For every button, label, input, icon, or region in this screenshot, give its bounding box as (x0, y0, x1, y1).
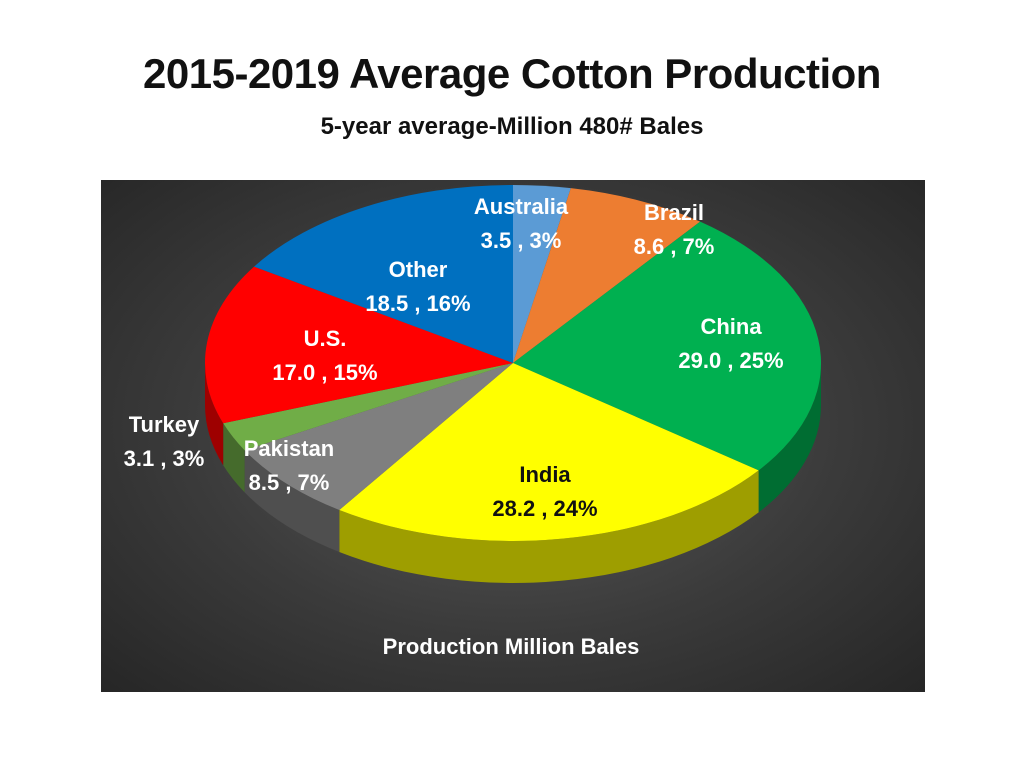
pie-slice-brazil (513, 188, 701, 363)
pie-chart: Australia 3.5 , 3% Brazil 8.6 , 7% China 29.0… (101, 180, 925, 692)
slide-title: 2015-2019 Average Cotton Production (143, 50, 881, 97)
slice-value-u-s: 17.0 , 15% (272, 360, 377, 385)
pie-slice-u-s (205, 266, 514, 424)
pie-slice-turkey (223, 363, 514, 451)
slice-value-australia: 3.5 , 3% (481, 228, 562, 253)
pie-tops (205, 185, 821, 541)
slice-value-china: 29.0 , 25% (678, 348, 783, 373)
pie-side-u-s (205, 363, 224, 466)
pie-sides (205, 363, 821, 583)
slice-value-turkey: 3.1 , 3% (124, 446, 205, 471)
slice-label-india: India (519, 462, 571, 487)
slice-label-pakistan: Pakistan (244, 436, 335, 461)
pie-side-turkey (223, 423, 245, 493)
slice-label-turkey: Turkey (129, 412, 200, 437)
pie-side-india (339, 470, 759, 583)
slide-subtitle: 5-year average-Million 480# Bales (320, 113, 704, 140)
pie-slice-india (339, 363, 759, 541)
slice-label-brazil: Brazil (644, 200, 704, 225)
slice-value-pakistan: 8.5 , 7% (249, 470, 330, 495)
slice-label-other: Other (389, 257, 448, 282)
pie-slice-australia (513, 185, 571, 363)
slice-value-other: 18.5 , 16% (365, 291, 470, 316)
pie-chart-svg: Australia 3.5 , 3% Brazil 8.6 , 7% China 29.0… (124, 185, 821, 659)
slice-label-australia: Australia (474, 194, 569, 219)
pie-side-pakistan (244, 450, 340, 552)
slice-label-china: China (700, 314, 762, 339)
slice-value-brazil: 8.6 , 7% (634, 234, 715, 259)
pie-slice-pakistan (244, 363, 513, 510)
pie-slice-china (513, 221, 821, 471)
pie-labels: Australia 3.5 , 3% Brazil 8.6 , 7% China 29.0… (124, 194, 784, 521)
chart-title: Production Million Bales (383, 634, 640, 659)
pie-slice-other (254, 185, 513, 363)
slice-value-india: 28.2 , 24% (492, 496, 597, 521)
slice-label-u-s: U.S. (304, 326, 347, 351)
pie-side-china (758, 363, 821, 513)
